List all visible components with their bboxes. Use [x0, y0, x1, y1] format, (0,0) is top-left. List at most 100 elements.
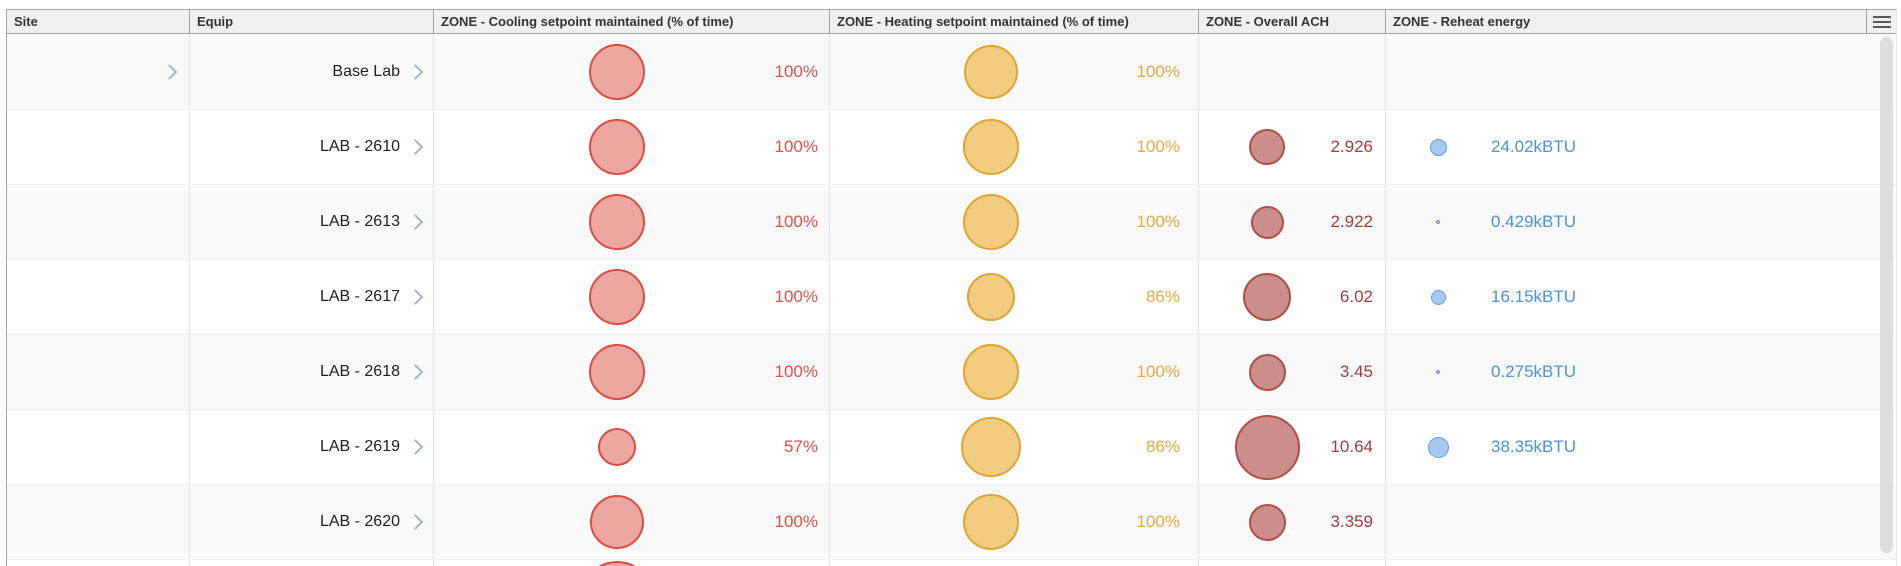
ach-bubble — [1243, 273, 1291, 321]
equip-cell: LAB - 2618 — [190, 335, 434, 409]
cool-bubble — [589, 43, 645, 100]
overall-ach-cell: 10.64 — [1199, 410, 1386, 484]
heat-bubble — [961, 417, 1021, 477]
cooling-cell-value: 100% — [774, 137, 818, 156]
cooling-cell-value: 100% — [774, 512, 818, 531]
heat-bubble — [963, 119, 1019, 175]
overall-ach-cell-value: 2.926 — [1330, 137, 1373, 156]
reheat-bubble — [1429, 138, 1447, 156]
cooling-cell-value: 100% — [774, 212, 818, 231]
grid-header-row: Site Equip ZONE - Cooling setpoint maint… — [7, 10, 1896, 34]
ach-bubble — [1234, 414, 1300, 480]
heat-bubble — [963, 344, 1019, 400]
heating-cell: 86% — [830, 410, 1199, 484]
hamburger-icon — [1872, 13, 1891, 31]
heat-bubble — [963, 494, 1019, 550]
heating-cell-value: 86% — [1145, 287, 1180, 306]
table-row — [7, 560, 1896, 566]
column-header-equip[interactable]: Equip — [190, 10, 434, 33]
table-row: LAB - 2617 100% 86% 6.02 16.15kBTU — [7, 260, 1896, 335]
cooling-cell: 100% — [434, 335, 830, 409]
equip-label: LAB - 2619 — [319, 438, 400, 455]
equip-drilldown-chevron-icon[interactable] — [407, 63, 424, 80]
reheat-bubble — [1436, 370, 1440, 374]
overall-ach-cell: 2.926 — [1199, 110, 1386, 184]
ach-bubble — [1250, 205, 1284, 239]
reheat-bubble — [1436, 220, 1440, 224]
cooling-cell: 100% — [434, 260, 830, 334]
reheat-energy-cell-value: 0.275kBTU — [1491, 362, 1577, 381]
heating-cell: 100% — [830, 110, 1199, 184]
overall-ach-cell: 3.45 — [1199, 335, 1386, 409]
site-cell — [7, 485, 190, 559]
heating-cell: 100% — [830, 34, 1199, 109]
equip-label: LAB - 2618 — [319, 363, 400, 380]
cool-bubble — [589, 119, 645, 175]
heat-bubble — [963, 194, 1019, 250]
overall-ach-cell: 6.02 — [1199, 260, 1386, 334]
cool-bubble — [589, 194, 645, 250]
equip-cell: LAB - 2620 — [190, 485, 434, 559]
site-cell — [7, 110, 190, 184]
table-row: LAB - 2620 100% 100% 3.359 — [7, 485, 1896, 560]
overall-ach-cell-value: 2.922 — [1330, 212, 1373, 231]
column-header-heating-setpoint[interactable]: ZONE - Heating setpoint maintained (% of… — [830, 10, 1199, 33]
equip-drilldown-chevron-icon[interactable] — [407, 364, 424, 380]
reheat-energy-cell — [1386, 34, 1896, 109]
cooling-cell-value: 57% — [783, 437, 818, 456]
equip-drilldown-chevron-icon[interactable] — [407, 214, 424, 230]
equip-cell: LAB - 2617 — [190, 260, 434, 334]
overall-ach-cell-value: 10.64 — [1330, 437, 1373, 456]
overall-ach-cell-value: 3.45 — [1339, 362, 1373, 381]
equip-label: LAB - 2613 — [319, 213, 400, 230]
ach-bubble — [1248, 353, 1286, 391]
overall-ach-cell-value: 6.02 — [1339, 287, 1373, 306]
table-row: Base Lab 100% 100% — [7, 34, 1896, 110]
site-expand-chevron-icon[interactable] — [161, 63, 178, 80]
site-cell — [7, 410, 190, 484]
equip-cell — [190, 560, 434, 566]
reheat-energy-cell-value: 24.02kBTU — [1491, 137, 1577, 156]
reheat-energy-cell-value: 38.35kBTU — [1491, 437, 1577, 456]
grid-menu-button[interactable] — [1867, 10, 1896, 33]
column-header-site[interactable]: Site — [7, 10, 190, 33]
heating-cell: 86% — [830, 260, 1199, 334]
equip-drilldown-chevron-icon[interactable] — [407, 289, 424, 305]
site-cell — [7, 560, 190, 566]
cooling-cell: 100% — [434, 485, 830, 559]
reheat-energy-cell: 0.429kBTU — [1386, 185, 1896, 259]
equip-drilldown-chevron-icon[interactable] — [407, 514, 424, 530]
column-header-cooling-setpoint[interactable]: ZONE - Cooling setpoint maintained (% of… — [434, 10, 830, 33]
cooling-cell: 57% — [434, 410, 830, 484]
equip-label: LAB - 2610 — [319, 138, 400, 155]
cooling-cell-value: 100% — [774, 362, 818, 381]
heating-cell-value: 100% — [1136, 137, 1180, 156]
reheat-energy-cell — [1386, 485, 1896, 559]
cool-bubble — [590, 495, 644, 549]
heating-cell: 100% — [830, 335, 1199, 409]
cooling-cell: 100% — [434, 34, 830, 109]
data-grid: Site Equip ZONE - Cooling setpoint maint… — [6, 9, 1897, 566]
cooling-cell — [434, 560, 830, 566]
heating-cell-value: 100% — [1136, 61, 1180, 81]
heating-cell: 100% — [830, 185, 1199, 259]
column-header-reheat-energy[interactable]: ZONE - Reheat energy — [1386, 10, 1867, 33]
site-cell — [7, 260, 190, 334]
equip-drilldown-chevron-icon[interactable] — [407, 439, 424, 455]
table-row: LAB - 2618 100% 100% 3.45 0.275kBTU — [7, 335, 1896, 410]
overall-ach-cell-value: 3.359 — [1330, 512, 1373, 531]
cooling-cell: 100% — [434, 110, 830, 184]
heating-cell-value: 100% — [1136, 512, 1180, 531]
equip-label: Base Lab — [332, 62, 400, 80]
site-cell — [7, 34, 190, 109]
cooling-cell: 100% — [434, 185, 830, 259]
vertical-scrollbar-thumb[interactable] — [1880, 37, 1893, 553]
heat-bubble — [967, 273, 1015, 321]
reheat-energy-cell: 16.15kBTU — [1386, 260, 1896, 334]
cool-bubble — [589, 269, 645, 325]
equip-drilldown-chevron-icon[interactable] — [407, 139, 424, 155]
column-header-overall-ach[interactable]: ZONE - Overall ACH — [1199, 10, 1386, 33]
table-row: LAB - 2613 100% 100% 2.922 0.429kBTU — [7, 185, 1896, 260]
cooling-cell-value: 100% — [774, 287, 818, 306]
heating-cell-value: 86% — [1145, 437, 1180, 456]
